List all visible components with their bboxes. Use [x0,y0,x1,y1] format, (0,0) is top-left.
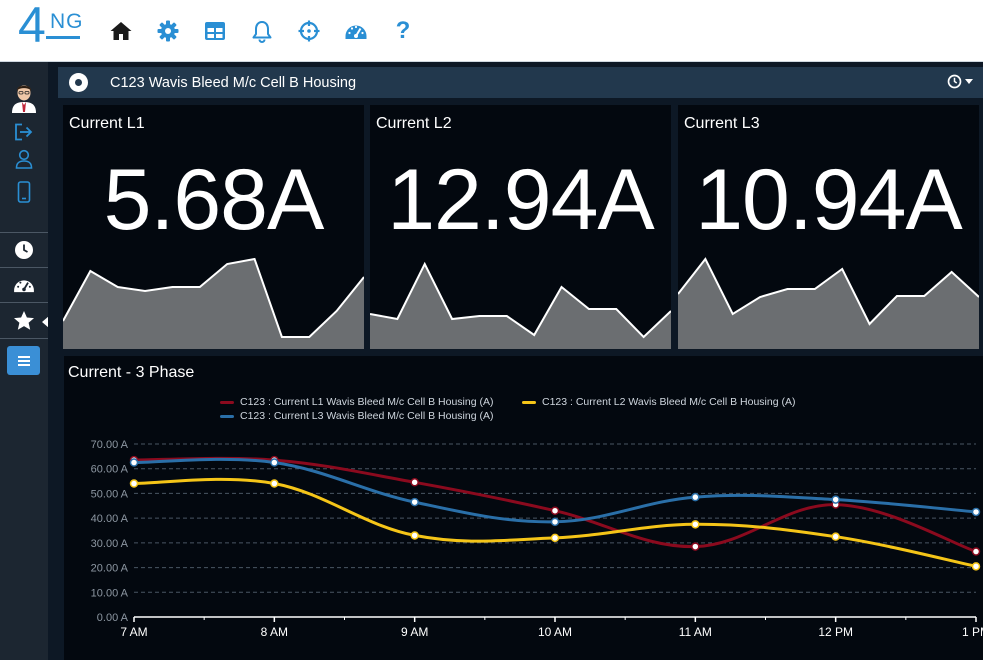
chart-title: Current - 3 Phase [68,364,195,381]
gauge-icon[interactable] [0,271,48,297]
sparkline [370,261,671,349]
legend-item[interactable]: C123 : Current L1 Wavis Bleed M/c Cell B… [220,396,493,408]
history-icon [947,74,962,89]
data-point [971,562,981,571]
x-tick-label: 10 AM [538,625,572,639]
legend-swatch [220,414,234,418]
device-status-icon[interactable] [69,73,88,92]
data-point [410,497,419,507]
data-point [129,458,139,467]
bell-icon[interactable] [249,18,275,44]
data-point [550,506,560,515]
logout-icon[interactable] [0,120,48,144]
sparkline [678,257,979,349]
gauge-icon[interactable] [343,18,369,44]
legend-item[interactable]: C123 : Current L3 Wavis Bleed M/c Cell B… [220,410,493,422]
sparkline-line [678,257,979,326]
tile-label: Current L2 [376,115,452,132]
y-tick-label: 10.00 A [91,587,129,599]
y-tick-label: 70.00 A [91,439,129,451]
menu-button[interactable] [7,346,40,375]
logo-underline [46,36,80,39]
sidebar-divider [0,267,48,268]
crosshair-icon[interactable] [296,18,322,44]
main-content: C123 Wavis Bleed M/c Cell B Housing Curr… [48,62,983,660]
gear-icon[interactable] [155,18,181,44]
sidebar-collapse-icon[interactable] [42,316,49,328]
sparkline-line [370,261,671,339]
x-tick-label: 1 PM [962,625,983,639]
tile-label: Current L3 [684,115,760,132]
data-point [410,478,419,487]
sidebar-divider [0,232,48,233]
current-l2-tile: Current L2 12.94A [370,105,671,349]
legend-label: C123 : Current L1 Wavis Bleed M/c Cell B… [240,396,494,408]
user-icon[interactable] [0,147,48,171]
tile-value: 10.94A [695,152,963,248]
x-tick-label: 8 AM [261,625,288,639]
top-bar: 4 NG ? [0,0,983,62]
tile-value: 5.68A [103,152,325,248]
sidebar [0,62,49,660]
data-point [971,547,981,556]
x-tick-label: 7 AM [120,625,147,639]
app-logo[interactable]: 4 NG [14,0,84,56]
logo-suffix: NG [50,10,84,33]
data-point [691,492,700,502]
logo-mark: 4 [18,0,46,53]
device-title: C123 Wavis Bleed M/c Cell B Housing [110,75,357,91]
sparkline-area [678,259,979,349]
legend-label: C123 : Current L2 Wavis Bleed M/c Cell B… [542,396,796,408]
data-point [550,517,560,527]
tile-value: 12.94A [387,152,655,248]
data-point [270,458,279,467]
line-chart: 0.00 A 10.00 A 20.00 A 30.00 A 40.00 A 50.00 … [91,439,983,639]
data-point [971,507,981,517]
data-point [550,533,560,543]
x-tick-label: 12 PM [818,625,853,639]
device-title-bar: C123 Wavis Bleed M/c Cell B Housing [58,67,983,98]
top-nav: ? [108,18,416,44]
data-point [831,495,840,504]
current-l1-tile: Current L1 5.68A [63,105,364,349]
home-icon[interactable] [108,18,134,44]
sidebar-divider [0,302,48,303]
menu-icon [17,355,30,366]
x-tick-label: 11 AM [679,625,712,639]
data-point [129,479,139,488]
y-tick-label: 40.00 A [91,513,129,525]
avatar[interactable] [0,80,48,114]
x-tick-label: 9 AM [401,625,428,639]
tile-label: Current L1 [69,115,145,132]
legend-label: C123 : Current L3 Wavis Bleed M/c Cell B… [240,410,494,422]
sparkline-area [63,259,364,349]
chevron-down-icon [965,79,973,84]
data-point [270,479,279,488]
star-icon[interactable] [0,307,48,333]
data-point [691,542,700,551]
sparkline-line [63,257,364,338]
clock-icon[interactable] [0,237,48,263]
sidebar-divider [0,338,48,339]
sparkline [63,257,364,349]
y-tick-label: 60.00 A [91,464,129,476]
help-icon[interactable]: ? [390,18,416,44]
legend-swatch [220,400,234,404]
y-tick-label: 50.00 A [91,488,129,500]
data-point [410,531,419,540]
legend-swatch [522,400,536,404]
time-range-dropdown[interactable] [947,74,973,89]
three-phase-chart-panel: Current - 3 Phase C123 : Current L1 Wavi… [64,356,983,660]
y-tick-label: 20.00 A [91,563,129,575]
y-tick-label: 30.00 A [91,538,129,550]
mobile-icon[interactable] [0,180,48,204]
table-icon[interactable] [202,18,228,44]
help-glyph: ? [395,17,411,44]
sparkline-area [370,264,671,349]
data-point [691,520,700,529]
y-tick-label: 0.00 A [97,612,129,624]
current-l3-tile: Current L3 10.94A [678,105,979,349]
legend-item[interactable]: C123 : Current L2 Wavis Bleed M/c Cell B… [522,396,795,408]
data-point [831,532,840,541]
